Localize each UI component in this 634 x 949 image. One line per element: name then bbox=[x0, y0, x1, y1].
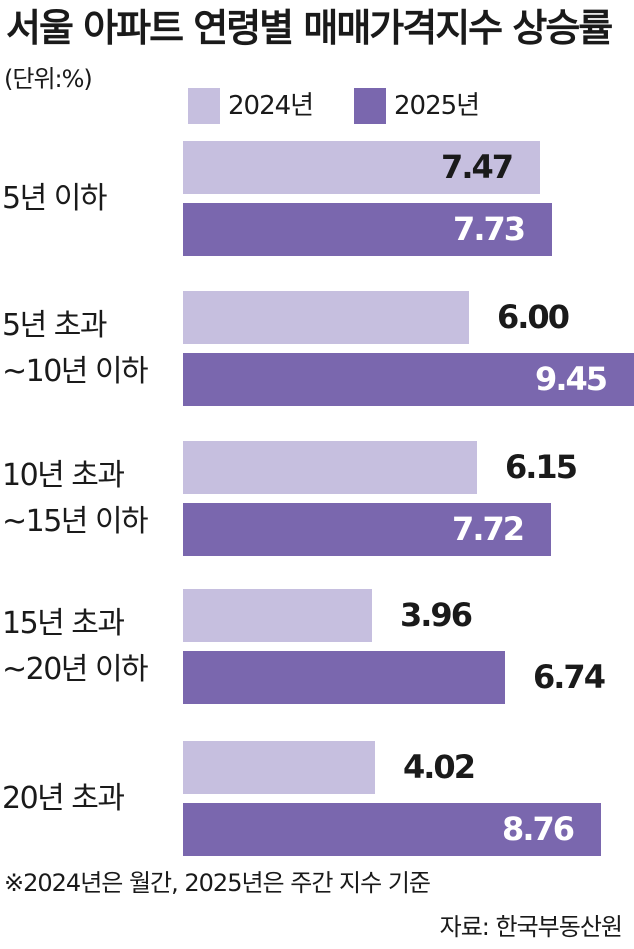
category-label: ~15년 이하 bbox=[2, 503, 149, 539]
legend-2024: 2024년 bbox=[188, 88, 314, 124]
value-label: 7.47 bbox=[441, 148, 514, 186]
category-label: 10년 초과 bbox=[2, 457, 125, 493]
value-label: 3.96 bbox=[400, 596, 473, 634]
bar-2025년-3 bbox=[183, 651, 505, 704]
legend-label-2025: 2025년 bbox=[394, 91, 480, 121]
bar-2024년-2 bbox=[183, 441, 477, 494]
value-label: 7.72 bbox=[452, 510, 525, 548]
legend-label-2024: 2024년 bbox=[228, 91, 314, 121]
bar-2025년-4 bbox=[183, 803, 601, 856]
value-label: 8.76 bbox=[502, 810, 575, 848]
value-label: 7.73 bbox=[453, 210, 526, 248]
bar-2024년-4 bbox=[183, 741, 375, 794]
bar-2025년-1 bbox=[183, 353, 634, 406]
source-label: 자료: 한국부동산원 bbox=[439, 913, 623, 941]
chart-title: 서울 아파트 연령별 매매가격지수 상승률 bbox=[6, 6, 613, 50]
bar-2024년-0 bbox=[183, 141, 540, 194]
value-label: 6.00 bbox=[497, 298, 570, 336]
bar-2024년-1 bbox=[183, 291, 469, 344]
category-label: ~10년 이하 bbox=[2, 353, 149, 389]
value-label: 9.45 bbox=[535, 360, 608, 398]
bar-2024년-3 bbox=[183, 589, 372, 642]
category-label: 20년 초과 bbox=[2, 780, 125, 816]
value-label: 4.02 bbox=[403, 748, 476, 786]
legend-2025: 2025년 bbox=[354, 88, 480, 124]
bar-2025년-0 bbox=[183, 203, 552, 256]
unit-label: (단위:%) bbox=[4, 65, 93, 93]
category-label: 5년 이하 bbox=[2, 180, 107, 216]
legend-swatch-2025 bbox=[354, 88, 386, 124]
category-label: ~20년 이하 bbox=[2, 651, 149, 687]
value-label: 6.74 bbox=[533, 658, 606, 696]
legend-swatch-2024 bbox=[188, 88, 220, 124]
value-label: 6.15 bbox=[505, 448, 578, 486]
category-label: 15년 초과 bbox=[2, 605, 125, 641]
footnote: ※2024년은 월간, 2025년은 주간 지수 기준 bbox=[4, 869, 431, 897]
bar-2025년-2 bbox=[183, 503, 551, 556]
category-label: 5년 초과 bbox=[2, 307, 107, 343]
